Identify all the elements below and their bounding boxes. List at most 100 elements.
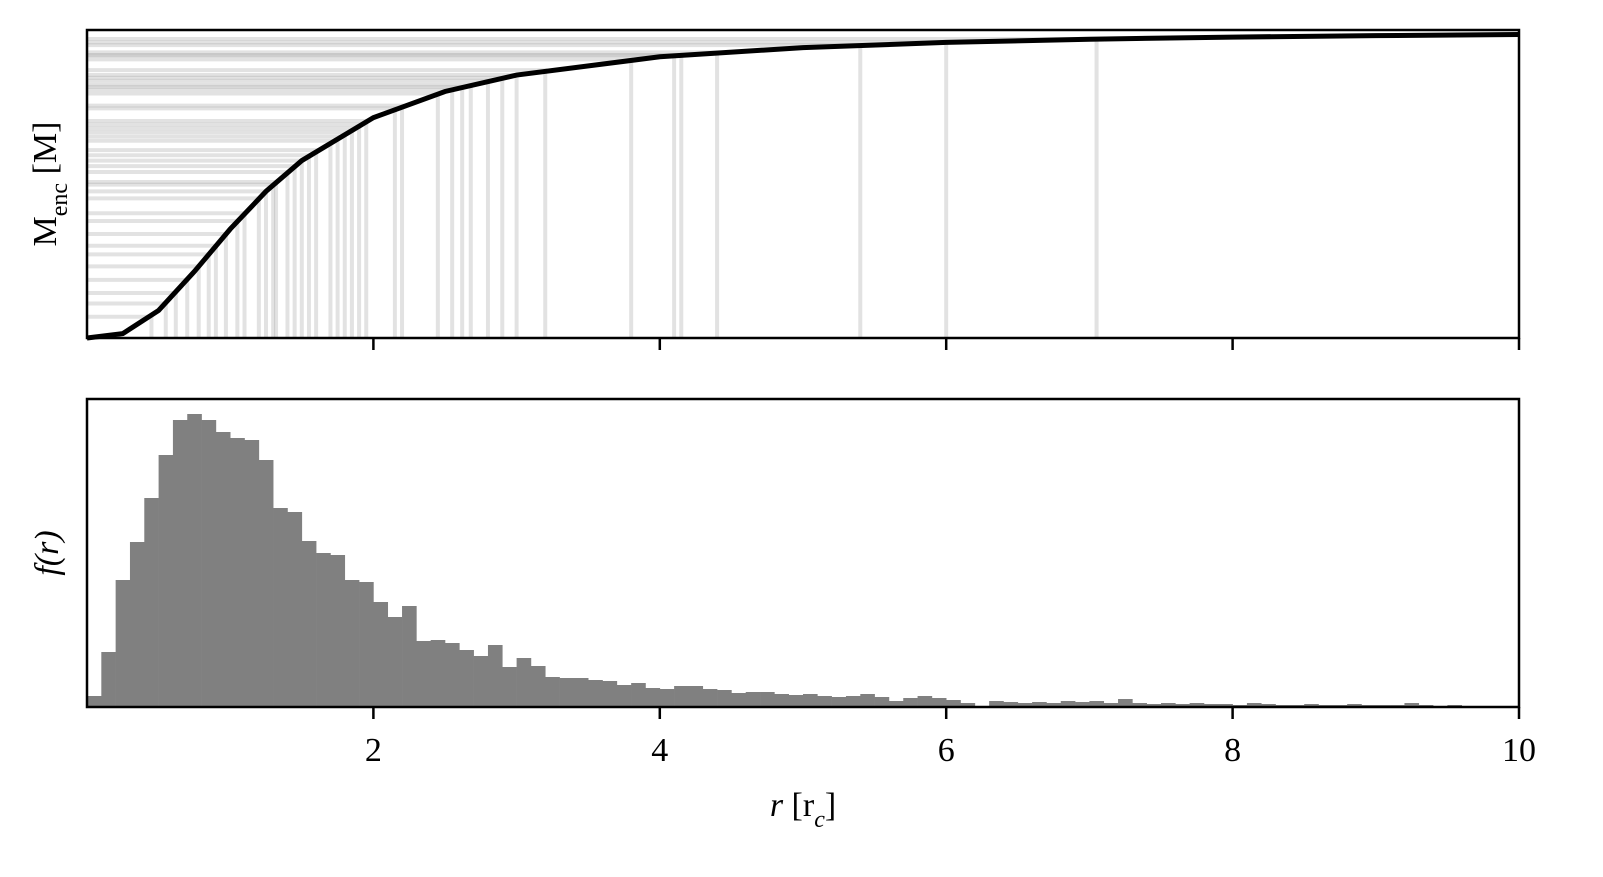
label-part: c [814,807,825,833]
hist-bar [1075,702,1090,707]
hist-bar [588,680,603,707]
hist-bar [101,652,116,707]
hist-bar [645,688,661,707]
hist-bar [903,698,918,707]
plot-frame [85,28,1521,340]
label-part: M [27,216,64,246]
label-part: enc [47,183,73,216]
hist-bar [344,580,360,707]
hist-bar [1118,699,1133,707]
x-tick-label: 6 [938,732,955,769]
hist-bar [960,703,976,707]
hist-bar [1404,703,1420,707]
hist-bar [373,602,389,707]
x-tick-label: 10 [1502,732,1536,769]
hist-bar [1175,704,1190,707]
label-part: [r [783,787,815,824]
plot-frame [85,397,1521,709]
hist-bar [1089,701,1105,707]
hist-bar [1218,704,1233,707]
hist-bar [817,696,832,707]
hist-bar [760,692,775,707]
hist-bar [731,693,747,707]
hist-bar [1246,703,1262,707]
hist-bar [788,695,804,707]
hist-bar [803,694,818,707]
hist-bar [545,677,560,707]
hist-bar [1046,703,1062,707]
hist-bar [931,698,947,707]
particle [87,179,279,338]
hist-bar [1017,703,1033,707]
hist-bar [831,697,847,707]
hist-bar [187,414,202,707]
hist-bar [172,420,188,707]
x-tick-label: 4 [651,732,668,769]
hist-bar [359,582,374,707]
hist-bar [244,440,260,707]
hist-bar [487,645,503,707]
hist-bar [1261,704,1276,707]
hist-bar [530,666,546,707]
hist-bar [1161,703,1176,707]
hist-bar [316,553,331,707]
mass-curve [86,32,1520,341]
x-tick-label: 8 [1224,732,1241,769]
y-axis-label: f(r) [29,530,66,575]
hist-bar [230,438,245,707]
hist-bar [659,689,675,707]
hist-bar [989,701,1004,707]
particle [87,277,190,338]
hist-bar [745,692,761,707]
hist-bar [1146,704,1162,707]
hist-bar [845,696,861,707]
hist-bar [273,508,288,707]
hist-bar [115,580,131,707]
hist-bar [129,542,145,707]
label-part: r [770,787,784,824]
y-axis-label: Menc [M] [27,122,73,247]
hist-bar [215,432,231,707]
hist-bar [430,640,446,707]
hist-bar [473,656,489,707]
hist-bar [502,667,517,707]
hist-bar [387,617,403,707]
hist-bar [1032,702,1047,707]
hist-bar [559,678,575,707]
hist-bar [946,700,961,707]
hist-bar [616,685,632,707]
hist-bar [301,541,317,707]
hist-bar [917,696,933,707]
hist-bar [1203,704,1219,707]
x-axis-label: r [rc] [770,787,836,833]
hist-bar [1103,703,1119,707]
hist-bar [774,694,789,707]
label-part: [M] [27,122,64,183]
hist-bar [1347,704,1362,707]
hist-bar [1132,703,1147,707]
hist-bar [402,606,417,707]
hist-bar [287,512,303,707]
hist-bar [631,683,646,707]
hist-bar [888,701,904,707]
hist-bar [87,696,102,707]
hist-bar [144,498,159,707]
hist-bar [1060,701,1076,707]
hist-bar [459,650,474,707]
hist-bar [860,694,875,707]
hist-bar [416,641,431,707]
hist-bar [874,697,890,707]
hist-bar [573,678,589,707]
hist-bar [602,681,618,707]
x-tick-label: 2 [365,732,382,769]
hist-bar [258,460,274,707]
hist-bar [1189,703,1205,707]
hist-bar [717,690,732,707]
hist-bar [330,555,346,707]
hist-bar [1003,702,1019,707]
hist-bar [516,658,532,707]
hist-bar [445,643,460,707]
hist-bar [1304,704,1319,707]
label-part: ] [825,787,836,824]
